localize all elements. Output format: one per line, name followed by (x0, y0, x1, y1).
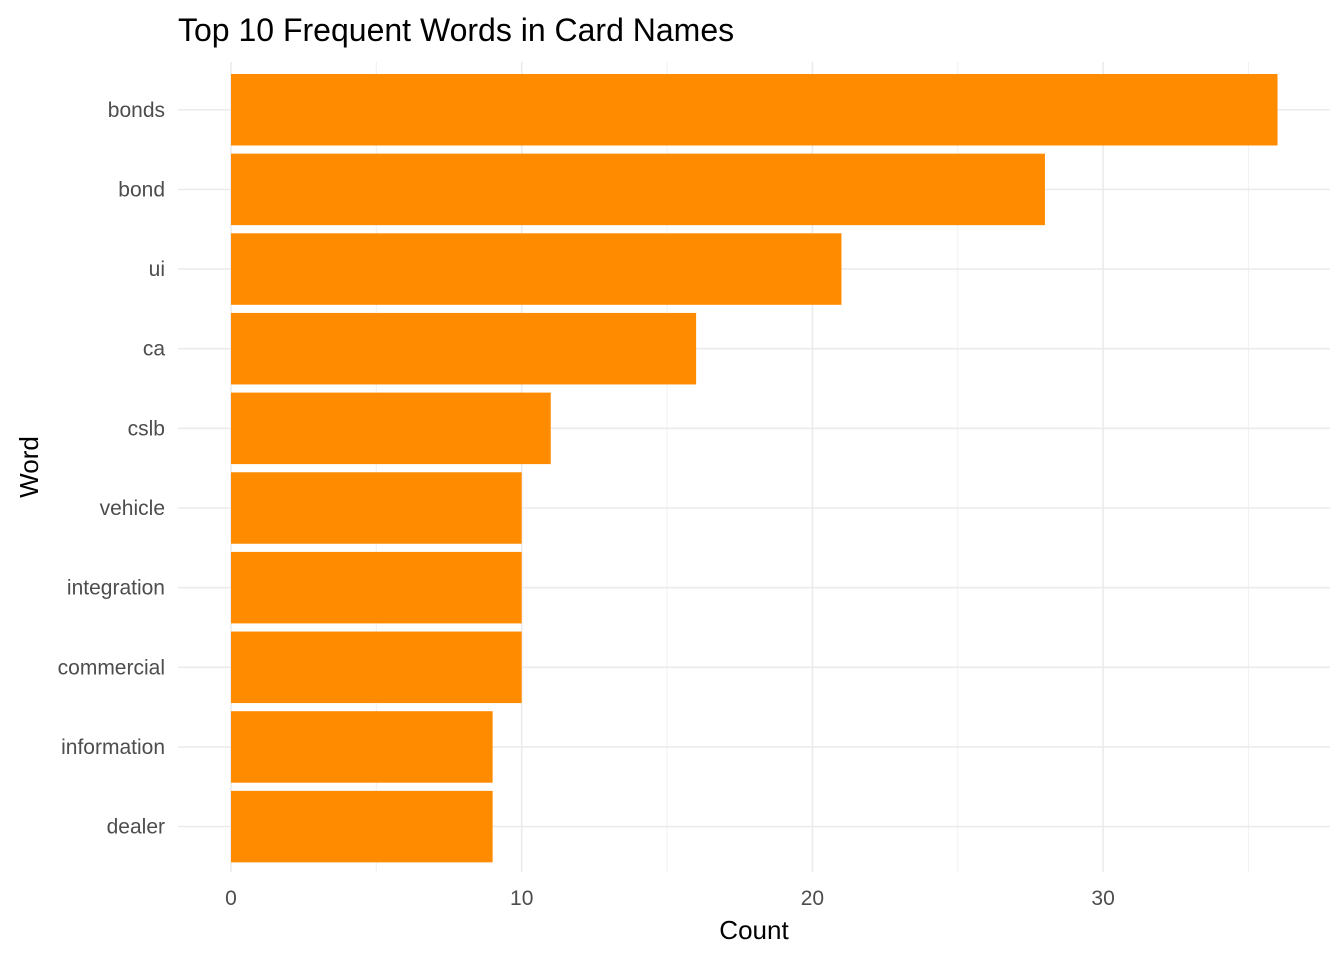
y-tick-label: vehicle (100, 497, 165, 520)
y-tick-label: integration (67, 577, 165, 600)
y-tick-label: dealer (107, 816, 165, 839)
bar-bond (231, 153, 1045, 226)
y-tick-label: bonds (108, 99, 165, 122)
chart-title: Top 10 Frequent Words in Card Names (178, 12, 734, 48)
x-axis-tick-labels: 0 10 20 30 (225, 887, 1115, 910)
bar-integration (231, 551, 522, 624)
x-tick-label: 10 (510, 887, 533, 910)
y-tick-label: ca (143, 338, 166, 361)
bar-cslb (231, 392, 551, 465)
x-tick-label: 20 (801, 887, 824, 910)
y-axis-tick-labels: bonds bond ui ca cslb vehicle integration comme… (58, 99, 166, 839)
x-tick-label: 30 (1091, 887, 1114, 910)
x-axis-title: Count (719, 915, 789, 945)
bar-vehicle (231, 472, 522, 544)
bars (231, 74, 1278, 863)
y-tick-label: bond (118, 178, 165, 201)
y-axis-title: Word (14, 436, 44, 498)
y-tick-label: commercial (58, 656, 165, 679)
bar-information (231, 711, 493, 783)
y-tick-label: information (61, 736, 165, 759)
y-tick-label: ui (149, 258, 165, 281)
bar-ui (231, 233, 842, 305)
bar-bonds (231, 74, 1278, 146)
x-tick-label: 0 (225, 887, 237, 910)
bar-commercial (231, 631, 522, 704)
bar-ca (231, 312, 697, 385)
bar-dealer (231, 790, 493, 863)
y-tick-label: cslb (128, 417, 165, 440)
